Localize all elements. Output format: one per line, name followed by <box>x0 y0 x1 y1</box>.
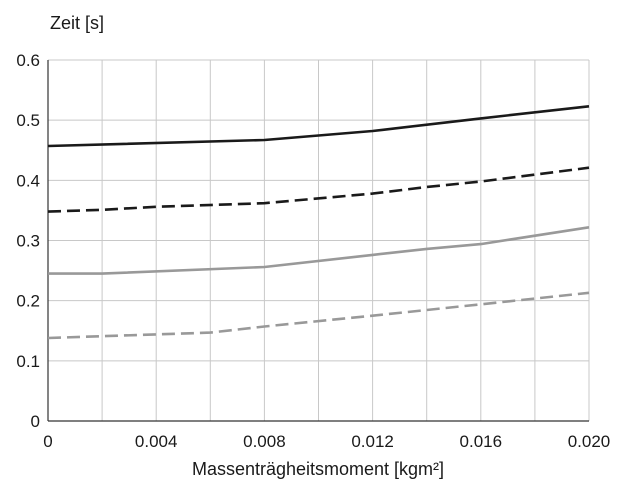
y-tick-label: 0.2 <box>16 292 40 311</box>
series-line-1 <box>47 105 590 148</box>
tick-labels: 0 0.004 0.008 0.012 0.016 0.020 0 0.1 0.2 0.3 0.4 0… <box>16 51 610 451</box>
series-lines <box>47 105 590 340</box>
y-tick-label: 0.3 <box>16 232 40 251</box>
x-tick-label: 0.012 <box>351 432 394 451</box>
y-tick-label: 0.4 <box>16 171 40 190</box>
x-tick-label: 0.020 <box>568 432 611 451</box>
series-line-3 <box>48 226 590 275</box>
y-tick-label: 0.1 <box>16 352 40 371</box>
y-tick-label: 0 <box>31 412 40 431</box>
x-axis-title: Massenträgheitsmoment [kgm²] <box>192 459 444 479</box>
series-line-2 <box>47 166 590 213</box>
y-tick-label: 0.6 <box>16 51 40 70</box>
x-tick-label: 0 <box>43 432 52 451</box>
series-line-4 <box>47 291 590 340</box>
axes <box>47 60 589 422</box>
x-tick-label: 0.008 <box>243 432 286 451</box>
x-tick-label: 0.016 <box>460 432 503 451</box>
y-tick-label: 0.5 <box>16 111 40 130</box>
x-tick-label: 0.004 <box>135 432 178 451</box>
y-axis-title: Zeit [s] <box>50 13 104 33</box>
